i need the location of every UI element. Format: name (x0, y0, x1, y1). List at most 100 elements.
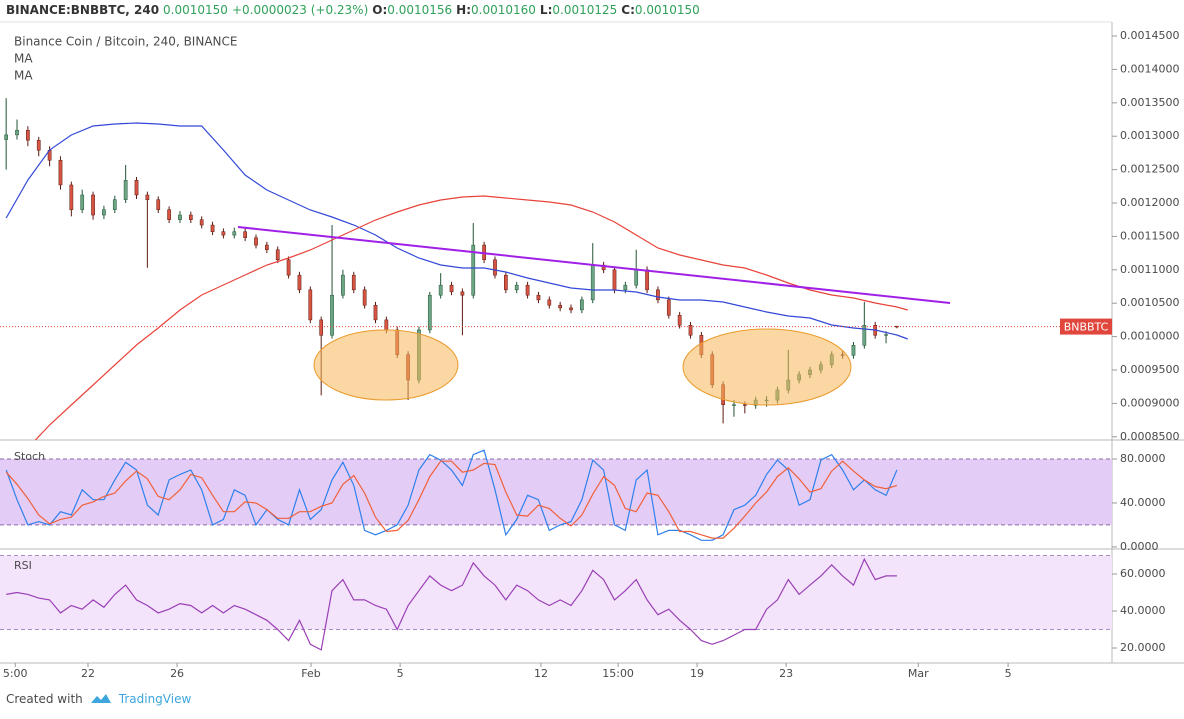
candle-body (351, 274, 356, 291)
candle-body (178, 214, 182, 220)
y-tick-label: 0.0008500 (1120, 430, 1180, 443)
y-tick-label: 0.0011500 (1120, 229, 1180, 242)
y-tick-label: 0.0012000 (1120, 196, 1180, 209)
highlight-ellipse (682, 328, 852, 406)
header: BINANCE:BNBBTC, 240 0.0010150 +0.0000023… (6, 3, 700, 17)
high-label: H: (456, 3, 472, 17)
y-tick-label: 0.0010500 (1120, 296, 1180, 309)
candle-body (210, 224, 215, 232)
panel (0, 449, 1112, 541)
price-change: +0.0000023 (+0.23%) (231, 3, 369, 17)
close-label: C: (621, 3, 635, 17)
x-tick-label: 23 (779, 667, 793, 680)
candle-body (26, 129, 30, 141)
candle-body (167, 209, 171, 220)
series-line (5, 122, 909, 340)
highlight-ellipse (313, 329, 459, 401)
candle-body (112, 199, 117, 210)
band (0, 555, 1112, 630)
candle-body (341, 274, 345, 296)
candle-body (677, 314, 682, 326)
brand-link[interactable]: TradingView (118, 692, 192, 706)
candle-body (373, 304, 378, 321)
candle-body (460, 291, 465, 296)
series-line (5, 460, 898, 539)
last-price: 0.0010150 (163, 3, 228, 17)
y-tick-label: 80.0000 (1120, 452, 1166, 465)
y-tick-label: 0.0009000 (1120, 396, 1180, 409)
candle-body (851, 345, 856, 356)
low-value: 0.0010125 (552, 3, 618, 17)
legend-entry: MA (14, 69, 33, 83)
y-tick-label: 20.0000 (1120, 641, 1166, 654)
panel (0, 555, 1112, 651)
x-tick-label: 5 (397, 667, 404, 680)
candle-body (645, 269, 649, 291)
candle-body (319, 319, 324, 336)
y-tick-label: 0.0011000 (1120, 263, 1180, 276)
candle-body (199, 219, 204, 226)
y-tick-label: 40.0000 (1120, 604, 1166, 617)
y-tick-label: 0.0010000 (1120, 330, 1180, 343)
panel-title: RSI (14, 559, 32, 572)
y-tick-label: 0.0013000 (1120, 129, 1180, 142)
open-label: O: (372, 3, 388, 17)
candle-body (188, 214, 193, 220)
candle-body (156, 199, 161, 210)
x-tick-label: 22 (81, 667, 95, 680)
candle-body (862, 324, 867, 346)
footer: Created with TradingView (6, 692, 191, 706)
candle-body (36, 139, 41, 151)
candle-body (243, 231, 247, 238)
candle-body (634, 269, 639, 286)
candle-body (58, 160, 63, 186)
legend-entry: MA (14, 52, 33, 66)
panel-title: Binance Coin / Bitcoin, 240, BINANCE (14, 35, 237, 49)
candle-body (275, 249, 280, 261)
y-tick-label: 0.0009500 (1120, 363, 1180, 376)
candle-body (514, 284, 519, 291)
candle-body (69, 184, 74, 210)
candle-body (732, 404, 736, 406)
y-tick-label: 0.0013500 (1120, 96, 1180, 109)
series-line (34, 195, 908, 440)
y-tick-label: 0.0012500 (1120, 163, 1180, 176)
candle-body (449, 284, 454, 293)
y-tick-label: 0.0014500 (1120, 29, 1180, 42)
candle-body (666, 299, 671, 316)
candle-body (145, 194, 150, 200)
panel (4, 98, 951, 440)
low-label: L: (539, 3, 553, 17)
series-line (5, 449, 898, 541)
y-tick-label: 0.0014000 (1120, 62, 1180, 75)
logo (90, 694, 111, 703)
candle-body (80, 194, 85, 210)
footer-text: Created with (6, 692, 83, 706)
candle-body (525, 284, 530, 296)
candle-body (580, 299, 584, 311)
price-label: BNBBTC (1064, 321, 1109, 334)
candle-body (493, 259, 497, 276)
panel-title: Stoch (14, 450, 45, 463)
candle-body (427, 294, 432, 331)
candle-body (134, 180, 139, 196)
y-tick-label: 60.0000 (1120, 567, 1166, 580)
drawings (313, 328, 852, 406)
x-tick-label: 19 (690, 667, 704, 680)
candle-body (623, 284, 628, 291)
high-value: 0.0010160 (471, 3, 536, 17)
candle-body (330, 294, 334, 336)
candle-body (884, 334, 888, 336)
candle-body (254, 237, 258, 246)
close-value: 0.0010150 (634, 3, 700, 17)
candle-body (547, 299, 552, 306)
candle-body (221, 231, 226, 236)
candle-body (742, 404, 747, 406)
x-tick-label: 5 (1005, 667, 1012, 680)
candle-body (102, 209, 106, 216)
candle-body (15, 129, 19, 136)
candle-body (536, 294, 541, 301)
x-tick-label: 5:00 (3, 667, 28, 680)
series-line (6, 557, 897, 651)
